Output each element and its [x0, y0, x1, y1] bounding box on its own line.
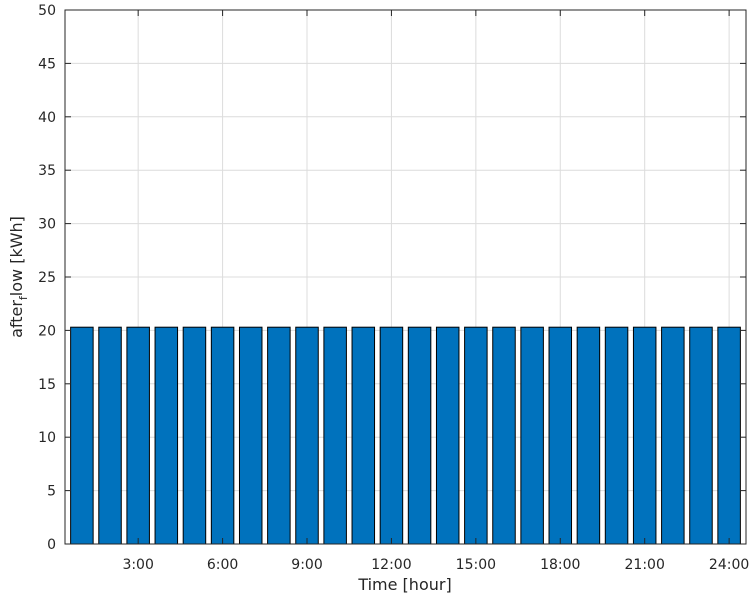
y-tick-label: 15 — [38, 377, 56, 393]
bar — [435, 326, 460, 545]
bar — [182, 326, 207, 545]
y-tick-label: 30 — [38, 217, 56, 233]
y-tick-label: 0 — [47, 537, 56, 553]
bar — [407, 326, 432, 545]
y-axis-label-rest: low [kWh] — [7, 216, 26, 296]
y-axis-label-subscript: f — [17, 295, 30, 300]
y-tick-label: 45 — [38, 56, 56, 72]
y-axis-ticks: 0 5 10 15 20 25 30 35 40 45 50 — [38, 3, 746, 553]
bar — [154, 326, 179, 545]
bar — [126, 326, 150, 545]
y-tick-label: 35 — [38, 163, 56, 179]
y-tick-label: 5 — [47, 484, 56, 500]
bar — [238, 326, 263, 545]
bar — [632, 326, 657, 545]
bar — [98, 326, 122, 545]
bar — [323, 326, 347, 545]
bar — [492, 326, 516, 545]
bar — [267, 326, 291, 545]
x-tick-label: 21:00 — [625, 557, 665, 573]
y-tick-label: 25 — [38, 270, 56, 286]
x-tick-label: 6:00 — [207, 557, 238, 573]
bar — [464, 326, 488, 545]
x-tick-label: 24:00 — [709, 557, 749, 573]
bar — [661, 326, 685, 545]
bar — [548, 326, 573, 545]
x-tick-label: 18:00 — [540, 557, 580, 573]
y-tick-label: 40 — [38, 110, 56, 126]
x-axis-ticks: 3:00 6:00 9:00 12:00 15:00 18:00 21:00 24:00 — [122, 10, 749, 573]
y-tick-label: 50 — [38, 3, 56, 19]
bar — [604, 326, 629, 545]
bar — [379, 326, 404, 545]
bar — [295, 326, 319, 545]
bar — [689, 326, 713, 545]
y-tick-label: 20 — [38, 323, 56, 339]
bar — [717, 326, 741, 545]
x-tick-label: 3:00 — [122, 557, 153, 573]
bar — [210, 326, 235, 545]
bar — [351, 326, 376, 545]
x-axis-label: Time [hour] — [357, 575, 451, 594]
y-axis-label-main: after — [7, 300, 26, 338]
y-axis-label: afterflow [kWh] — [7, 216, 30, 338]
bar — [520, 326, 544, 545]
x-tick-label: 15:00 — [456, 557, 496, 573]
bar — [576, 326, 601, 545]
x-tick-label: 9:00 — [291, 557, 322, 573]
y-tick-label: 10 — [38, 430, 56, 446]
bar — [70, 326, 94, 545]
x-tick-label: 12:00 — [371, 557, 411, 573]
